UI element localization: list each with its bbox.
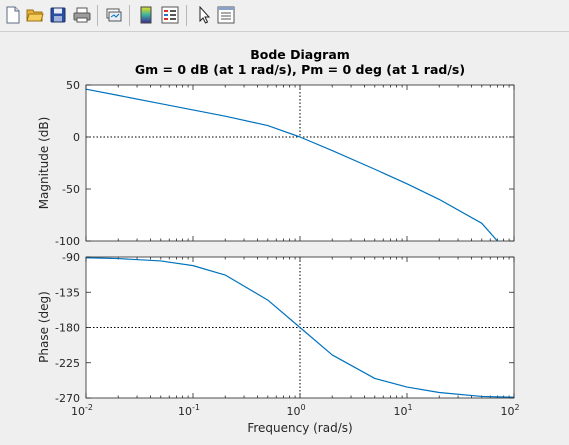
x-tick-label: 102 [500, 403, 519, 418]
magnitude-y-tick-label: -100 [55, 235, 80, 248]
magnitude-response-line [85, 88, 498, 242]
toolbar-separator [97, 5, 98, 26]
x-tick-label: 100 [286, 403, 305, 418]
phase-axes-frame [85, 256, 515, 399]
magnitude-axes-background [86, 85, 514, 241]
magnitude-y-tick-label: 0 [73, 131, 80, 144]
insert-colorbar-icon[interactable] [136, 5, 156, 25]
x-tick-label: 10-1 [178, 403, 200, 418]
figure-toolbar [0, 0, 569, 32]
save-icon[interactable] [48, 5, 68, 25]
print-icon[interactable] [72, 5, 92, 25]
new-figure-icon[interactable] [3, 5, 23, 25]
open-file-icon[interactable] [25, 5, 45, 25]
chart-title: Bode Diagram [250, 47, 350, 62]
link-plot-icon[interactable] [104, 5, 124, 25]
insert-legend-icon[interactable] [160, 5, 180, 25]
phase-y-tick-label: -180 [55, 322, 80, 335]
phase-y-tick-label: -270 [55, 392, 80, 405]
phase-y-tick-label: -90 [62, 251, 80, 264]
toolbar-separator [129, 5, 130, 26]
property-inspector-icon[interactable] [216, 5, 236, 25]
phase-y-tick-label: -135 [55, 286, 80, 299]
phase-y-tick-label: -225 [55, 357, 80, 370]
bode-figure: Bode Diagram Gm = 0 dB (at 1 rad/s), Pm … [0, 31, 569, 445]
chart-subtitle: Gm = 0 dB (at 1 rad/s), Pm = 0 deg (at 1… [134, 62, 466, 77]
edit-plot-arrow-icon[interactable] [194, 5, 214, 25]
x-axis-label: Frequency (rad/s) [247, 421, 353, 435]
x-tick-label: 101 [393, 403, 412, 418]
x-tick-label: 10-2 [71, 403, 93, 418]
toolbar-separator [186, 5, 187, 26]
magnitude-axes-frame [85, 84, 515, 242]
phase-response-line [85, 257, 515, 398]
magnitude-y-tick-label: -50 [62, 183, 80, 196]
magnitude-y-tick-label: 50 [66, 79, 80, 92]
